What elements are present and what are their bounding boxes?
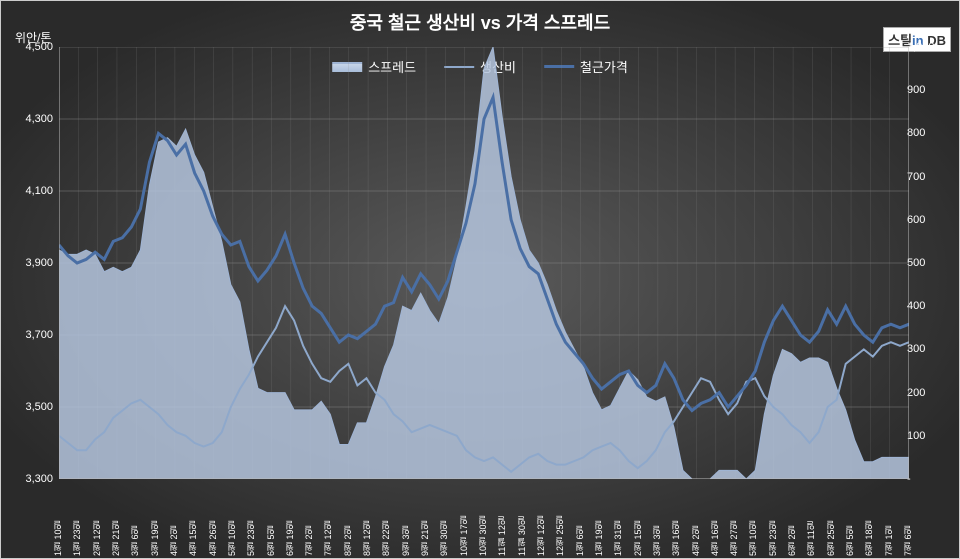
x-tick: 1월 23일 [73, 480, 82, 556]
y-tick-right: 600 [907, 214, 925, 226]
x-tick: 7월 6일 [904, 480, 913, 556]
y-tick-right: 1,000 [907, 41, 935, 53]
x-tick: 8월 2일 [344, 480, 353, 556]
x-tick: 6월 19일 [286, 480, 295, 556]
x-tick: 1월 31일 [614, 480, 623, 556]
x-tick: 6월 5일 [846, 480, 855, 556]
x-tick: 1월 19일 [595, 480, 604, 556]
x-tick: 6월 18일 [865, 480, 874, 556]
x-tick: 7월 2일 [305, 480, 314, 556]
x-tick: 5월 23일 [247, 480, 256, 556]
y-tick-left: 3,500 [25, 401, 53, 413]
x-tick: 4월 16일 [711, 480, 720, 556]
y-tick-right: 200 [907, 387, 925, 399]
x-tick: 4월 2일 [170, 480, 179, 556]
x-tick: 9월 21일 [421, 480, 430, 556]
chart-container: 중국 철근 생산비 vs 가격 스프레드 위안/톤 스틸in DB 스프레드 생… [0, 0, 960, 559]
y-tick-left: 3,300 [25, 473, 53, 485]
y-tick-right: 400 [907, 300, 925, 312]
x-tick: 8월 12일 [363, 480, 372, 556]
x-tick: 8월 22일 [382, 480, 391, 556]
x-tick: 1월 6일 [576, 480, 585, 556]
y-tick-right: 900 [907, 84, 925, 96]
x-tick: 3월 3일 [653, 480, 662, 556]
y-tick-right: 300 [907, 343, 925, 355]
y-tick-left: 3,900 [25, 257, 53, 269]
y-tick-left: 3,700 [25, 329, 53, 341]
x-tick: 10월 17일 [460, 480, 469, 556]
x-tick: 2월 12일 [93, 480, 102, 556]
x-tick: 11월 30일 [518, 480, 527, 556]
x-tick: 2월 21일 [112, 480, 121, 556]
x-tick: 6월 11일 [807, 480, 816, 556]
x-tick: 6월 2일 [788, 480, 797, 556]
x-tick: 3월 6일 [131, 480, 140, 556]
x-tick: 5월 10일 [228, 480, 237, 556]
x-axis: 1월 10일1월 23일2월 12일2월 21일3월 6일3월 19일4월 2일… [59, 478, 909, 556]
y-axis-left: 3,3003,5003,7003,9004,1004,3004,500 [11, 47, 55, 479]
x-tick: 9월 3일 [402, 480, 411, 556]
x-tick: 11월 12일 [498, 480, 507, 556]
y-tick-right: 800 [907, 127, 925, 139]
y-tick-left: 4,500 [25, 41, 53, 53]
x-tick: 5월 10일 [749, 480, 758, 556]
x-tick: 4월 2일 [692, 480, 701, 556]
x-tick: 10월 30일 [479, 480, 488, 556]
x-tick: 2월 15일 [634, 480, 643, 556]
x-tick: 4월 15일 [189, 480, 198, 556]
x-tick: 9월 30일 [440, 480, 449, 556]
x-tick: 3월 16일 [672, 480, 681, 556]
x-tick: 1월 10일 [54, 480, 63, 556]
x-tick: 5월 23일 [769, 480, 778, 556]
x-tick: 12월 25일 [556, 480, 565, 556]
x-tick: 12월 12일 [537, 480, 546, 556]
y-tick-right: 500 [907, 257, 925, 269]
y-tick-left: 4,300 [25, 113, 53, 125]
y-tick-right: 700 [907, 171, 925, 183]
chart-title: 중국 철근 생산비 vs 가격 스프레드 [350, 9, 610, 35]
x-tick: 3월 19일 [151, 480, 160, 556]
x-tick: 4월 27일 [730, 480, 739, 556]
y-axis-right: -1002003004005006007008009001,000 [905, 47, 949, 479]
y-tick-left: 4,100 [25, 185, 53, 197]
plot-area [59, 47, 909, 479]
x-tick: 4월 26일 [209, 480, 218, 556]
x-tick: 7월 12일 [324, 480, 333, 556]
y-tick-right: 100 [907, 430, 925, 442]
x-tick: 6월 25일 [827, 480, 836, 556]
x-tick: 7월 1일 [885, 480, 894, 556]
x-tick: 6월 5일 [267, 480, 276, 556]
